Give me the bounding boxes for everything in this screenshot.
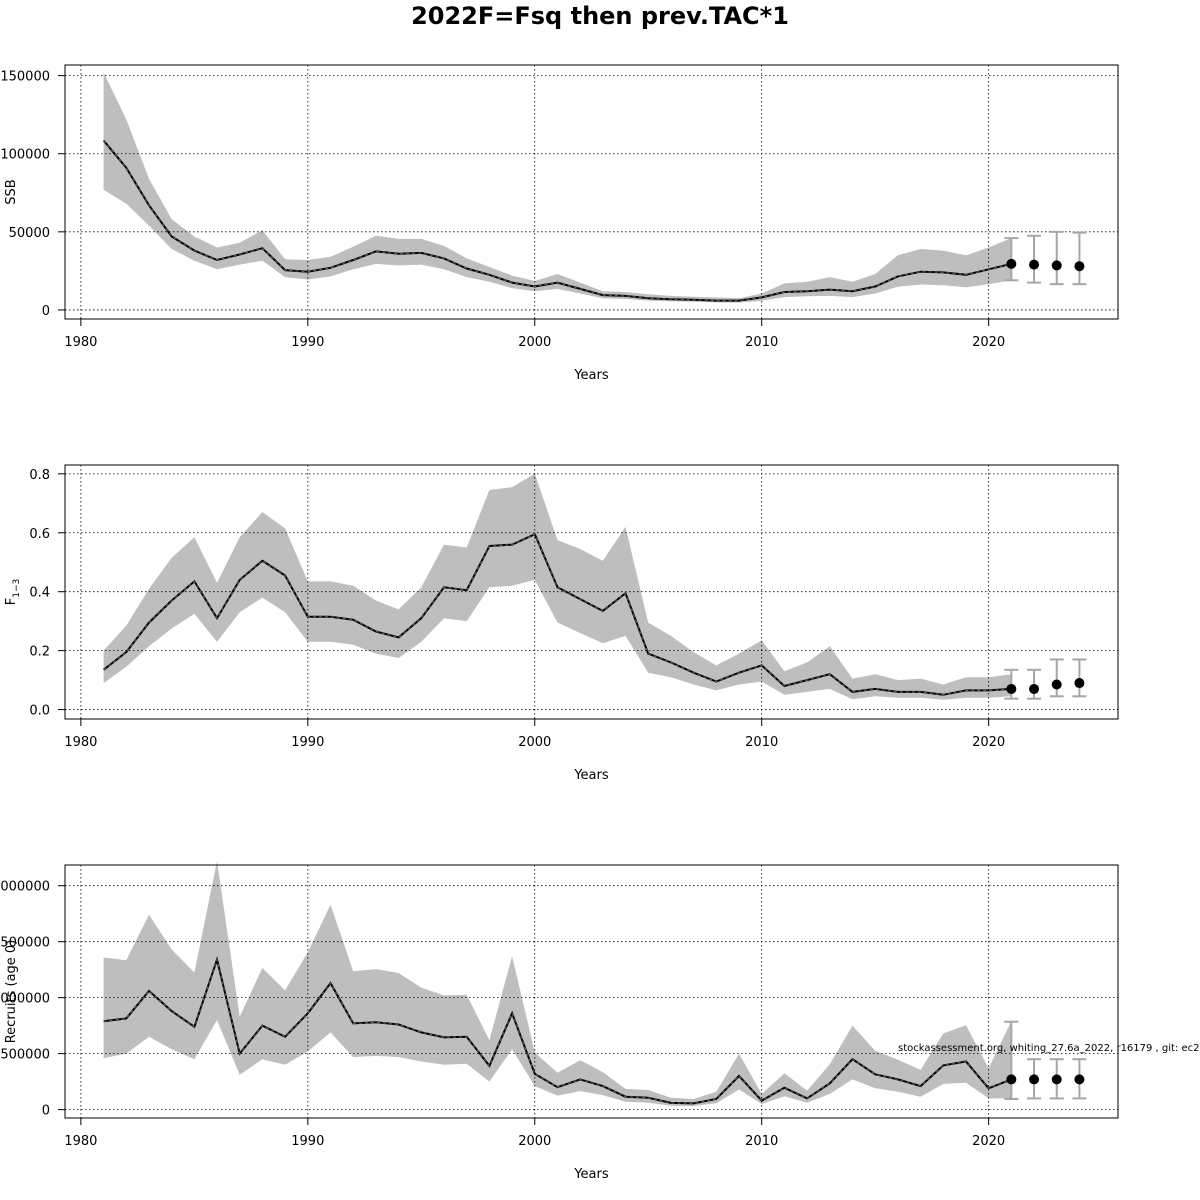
x-axis-title: Years xyxy=(573,768,609,783)
y-tick-label: 0.0 xyxy=(29,704,50,719)
y-tick-label: 0.2 xyxy=(29,645,50,660)
confidence-band xyxy=(103,72,1012,303)
x-tick-label: 1990 xyxy=(291,335,324,350)
panel-ssb: 1980 1990 2000 2010 2020 0 50000 100000 150000 Ye… xyxy=(0,64,1119,383)
estimate-line-dashes xyxy=(103,957,1012,1104)
x-tick-label: 2020 xyxy=(972,335,1005,350)
projection-point xyxy=(1051,260,1062,271)
y-tick-label: 150000 xyxy=(0,70,50,85)
projection-point xyxy=(1029,1074,1040,1085)
estimate-line-dashes xyxy=(103,533,1012,696)
x-tick-label: 1990 xyxy=(291,1134,324,1149)
x-tick-label: 2010 xyxy=(745,335,778,350)
estimate-line-dashes xyxy=(103,140,1012,302)
y-tick-label: 0 xyxy=(42,1104,50,1119)
x-tick-label: 2000 xyxy=(518,735,551,750)
y-axis-title: F1−3 xyxy=(4,579,22,605)
y-axis-title: Recruits (age 0) xyxy=(4,940,19,1044)
x-tick-label: 1980 xyxy=(64,735,97,750)
y-tick-label: 0.4 xyxy=(29,586,50,601)
panel-fbar: 1980 1990 2000 2010 2020 0.0 0.2 0.4 0.6 0.8 Years… xyxy=(4,464,1119,783)
panel-recruits: 1980 1990 2000 2010 2020 0 500000 1000000 150000… xyxy=(0,861,1200,1182)
y-tick-label: 1000000 xyxy=(0,992,50,1007)
y-tick-label: 0 xyxy=(42,304,50,319)
x-tick-label: 2010 xyxy=(745,735,778,750)
confidence-band xyxy=(103,861,1012,1106)
y-tick-label: 1500000 xyxy=(0,936,50,951)
projection-point xyxy=(1029,259,1040,270)
projection-point xyxy=(1029,683,1040,694)
projection-point xyxy=(1074,1074,1085,1085)
projection-point xyxy=(1074,261,1085,272)
y-tick-label: 500000 xyxy=(0,1048,50,1063)
projection-point xyxy=(1051,679,1062,690)
plot-frame xyxy=(64,64,1119,320)
y-tick-label: 100000 xyxy=(0,148,50,163)
source-annotation: stockassessment.org, whiting_27.6a_2022,… xyxy=(898,1043,1200,1054)
y-axis-title: SSB xyxy=(4,179,19,204)
projection-point xyxy=(1051,1074,1062,1085)
y-tick-label: 50000 xyxy=(9,226,50,241)
projection-point xyxy=(1006,683,1017,694)
x-axis-title: Years xyxy=(573,368,609,383)
projection-point xyxy=(1074,678,1085,689)
y-tick-label: 2000000 xyxy=(0,880,50,895)
y-tick-label: 0.6 xyxy=(29,527,50,542)
x-tick-label: 2000 xyxy=(518,1134,551,1149)
x-tick-label: 1980 xyxy=(64,335,97,350)
chart-title: 2022F=Fsq then prev.TAC*1 xyxy=(411,2,789,30)
x-tick-label: 2000 xyxy=(518,335,551,350)
y-tick-label: 0.8 xyxy=(29,468,50,483)
x-tick-label: 2020 xyxy=(972,1134,1005,1149)
x-tick-label: 2020 xyxy=(972,735,1005,750)
x-axis-title: Years xyxy=(573,1167,609,1182)
projection-point xyxy=(1006,1074,1017,1085)
x-tick-label: 2010 xyxy=(745,1134,778,1149)
x-tick-label: 1990 xyxy=(291,735,324,750)
plot-frame xyxy=(64,864,1119,1119)
x-tick-label: 1980 xyxy=(64,1134,97,1149)
projection-point xyxy=(1006,258,1017,269)
y-axis-title-subscript: 1−3 xyxy=(12,579,22,598)
